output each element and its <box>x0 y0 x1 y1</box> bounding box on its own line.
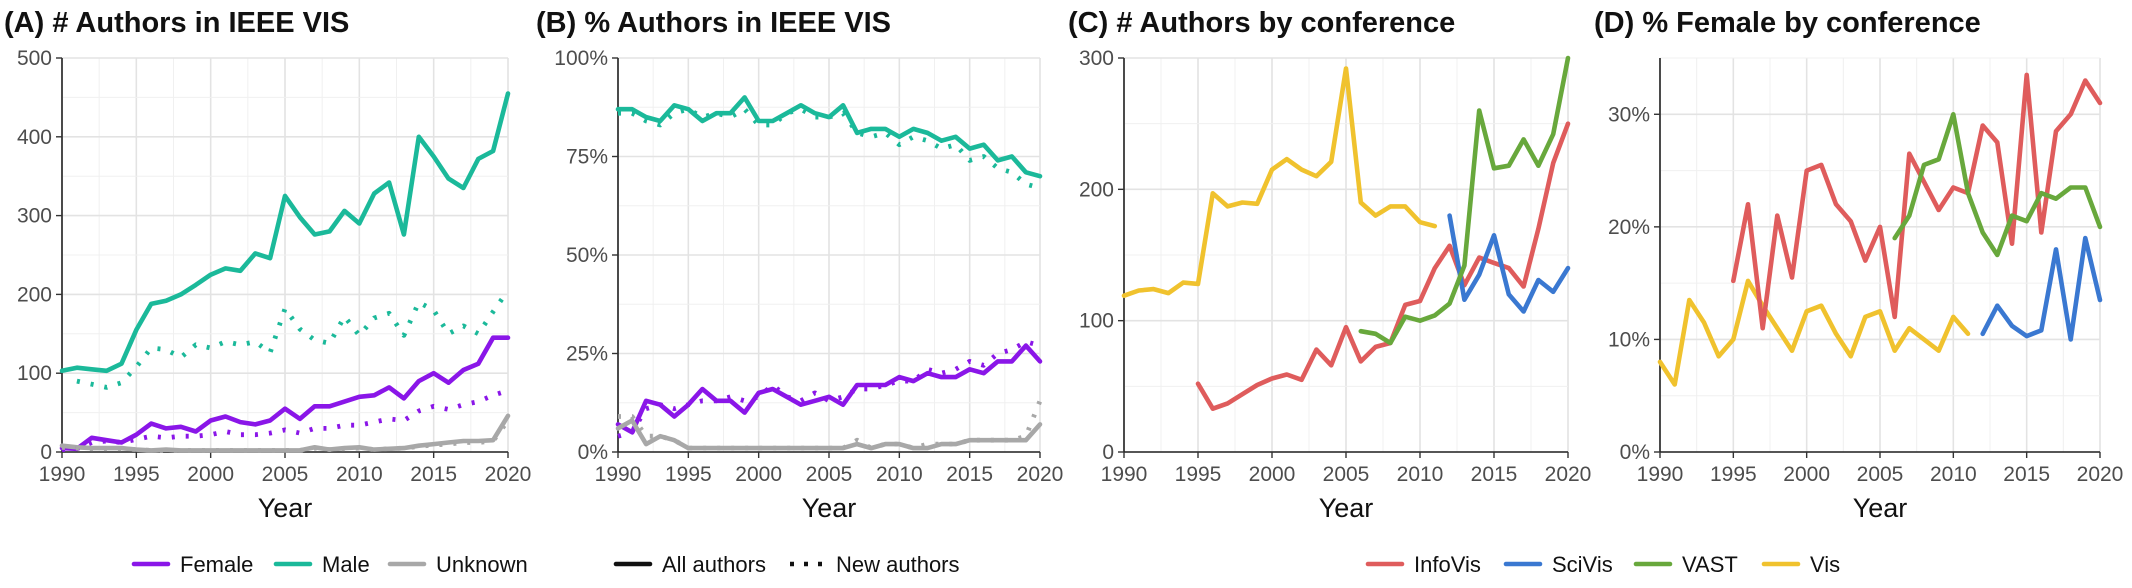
x-tick-label: 2015 <box>2003 463 2050 486</box>
x-tick-label: 2005 <box>806 463 853 486</box>
y-tick-label: 100 <box>17 362 52 385</box>
x-tick-label: 2020 <box>2077 463 2124 486</box>
series-line-infovis <box>1195 121 1571 412</box>
x-tick-label: 1995 <box>1710 463 1757 486</box>
x-tick-label: 1995 <box>665 463 712 486</box>
x-tick-label: 2000 <box>1783 463 1830 486</box>
panel-title: (D) % Female by conference <box>1594 7 1981 39</box>
x-tick-label: 2005 <box>1323 463 1370 486</box>
legend-conference: InfoVis SciVis VAST Vis <box>1365 552 1840 577</box>
y-tick-label: 0 <box>40 441 52 464</box>
x-tick-label: 2010 <box>1930 463 1977 486</box>
x-tick-label: 2010 <box>876 463 923 486</box>
x-tick-label: 2000 <box>1249 463 1296 486</box>
x-tick-label: 2005 <box>1857 463 1904 486</box>
y-tick-label: 75% <box>566 146 608 169</box>
legend-label-infovis: InfoVis <box>1414 552 1481 577</box>
series-line-vast <box>1358 55 1571 346</box>
y-tick-label: 0% <box>1620 441 1650 464</box>
y-tick-label: 500 <box>17 47 52 70</box>
y-tick-label: 30% <box>1608 103 1650 126</box>
series-line-scivis <box>1980 235 2103 342</box>
x-tick-label: 2020 <box>485 463 532 486</box>
x-tick-label: 2010 <box>1397 463 1444 486</box>
legend-label-new-authors: New authors <box>836 552 960 577</box>
legends: Female Male Unknown All authors New authors I… <box>131 552 1840 577</box>
y-tick-label: 25% <box>566 343 608 366</box>
panel-title: (C) # Authors by conference <box>1068 7 1455 39</box>
panel-4: (D) % Female by conference 1990 1995 2000 20… <box>1594 7 2123 523</box>
y-tick-label: 100% <box>554 47 608 70</box>
y-tick-label: 50% <box>566 244 608 267</box>
y-tick-label: 300 <box>1079 47 1114 70</box>
y-tick-label: 400 <box>17 126 52 149</box>
x-tick-label: 2015 <box>410 463 457 486</box>
series-line-male <box>615 95 1043 179</box>
legend-label-male: Male <box>322 552 370 577</box>
legend-label-vis: Vis <box>1810 552 1840 577</box>
y-tick-label: 300 <box>17 205 52 228</box>
x-tick-label: 1990 <box>1101 463 1148 486</box>
legend-gender: Female Male Unknown <box>131 552 528 577</box>
x-tick-label: 1995 <box>1175 463 1222 486</box>
x-axis-label: Year <box>802 493 857 523</box>
series-line-unknown <box>59 413 511 453</box>
series-line-scivis <box>1447 213 1571 314</box>
y-tick-label: 200 <box>1079 178 1114 201</box>
legend-linetype: All authors New authors <box>613 552 960 577</box>
y-tick-label: 100 <box>1079 310 1114 333</box>
x-tick-label: 2015 <box>946 463 993 486</box>
series-line-vis <box>1121 66 1438 299</box>
legend-label-all-authors: All authors <box>662 552 766 577</box>
x-tick-label: 2010 <box>336 463 383 486</box>
x-tick-label: 2000 <box>735 463 782 486</box>
x-tick-label: 1990 <box>595 463 642 486</box>
panel-title: (B) % Authors in IEEE VIS <box>536 7 891 39</box>
x-tick-label: 2020 <box>1545 463 1592 486</box>
series-line-unknown <box>615 418 1043 451</box>
x-tick-label: 1995 <box>113 463 160 486</box>
x-tick-label: 2005 <box>262 463 309 486</box>
panel-2: (B) % Authors in IEEE VIS 1990 1995 2000 200… <box>536 7 1063 523</box>
y-tick-label: 0% <box>578 441 608 464</box>
series-line-male-new <box>618 106 1041 191</box>
series-line-vast <box>1892 112 2103 258</box>
series-line-female-new <box>617 339 1041 439</box>
x-axis-label: Year <box>1853 493 1908 523</box>
series-line-infovis <box>1731 72 2103 331</box>
x-tick-label: 2015 <box>1471 463 1518 486</box>
y-tick-label: 200 <box>17 283 52 306</box>
legend-label-scivis: SciVis <box>1552 552 1613 577</box>
x-tick-label: 1990 <box>39 463 86 486</box>
legend-label-vast: VAST <box>1682 552 1738 577</box>
series-line-female-new <box>61 388 509 452</box>
x-tick-label: 1990 <box>1637 463 1684 486</box>
x-tick-label: 2000 <box>187 463 234 486</box>
series-line-vis <box>1657 278 1971 387</box>
x-axis-label: Year <box>258 493 313 523</box>
series-line-male-new <box>76 289 510 390</box>
y-tick-label: 10% <box>1608 328 1650 351</box>
y-tick-label: 20% <box>1608 216 1650 239</box>
y-tick-label: 0 <box>1102 441 1114 464</box>
series-line-male <box>59 91 511 374</box>
series-line-female <box>59 335 511 452</box>
legend-label-female: Female <box>180 552 253 577</box>
x-tick-label: 2020 <box>1017 463 1064 486</box>
legend-label-unknown: Unknown <box>436 552 528 577</box>
panel-title: (A) # Authors in IEEE VIS <box>4 7 349 39</box>
x-axis-label: Year <box>1319 493 1374 523</box>
